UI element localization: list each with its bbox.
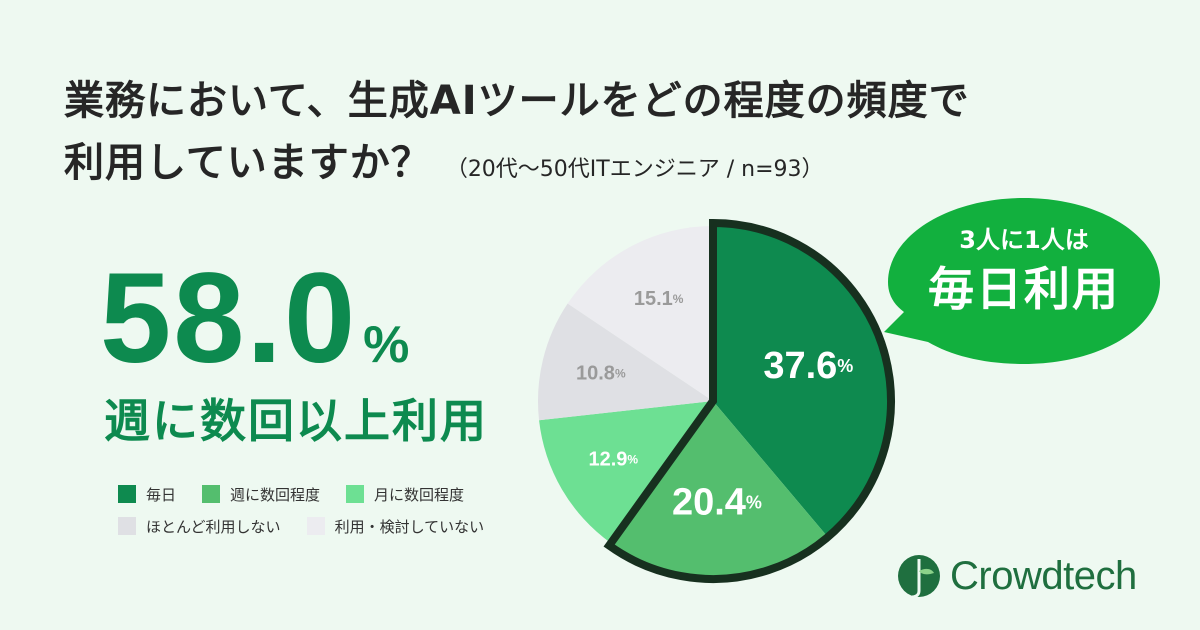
callout-bubble-shape <box>884 198 1160 364</box>
legend-item: ほとんど利用しない <box>118 516 281 537</box>
pie-label-value: 37.6 <box>763 345 837 387</box>
pie-slice-5 <box>567 226 713 401</box>
legend-row-1: 毎日 週に数回程度 月に数回程度 <box>118 478 518 510</box>
pie-label-value: 20.4 <box>672 481 746 523</box>
pie-label-unit: % <box>837 356 853 376</box>
legend-swatch <box>346 485 365 503</box>
highlight-value: 58.0% <box>100 255 409 383</box>
legend-item: 毎日 <box>118 484 176 505</box>
pie-slice-1 <box>713 226 888 535</box>
sample-note: （20代〜50代ITエンジニア / n=93） <box>445 157 824 182</box>
crowdtech-leaf-icon <box>898 555 940 599</box>
legend: 毎日 週に数回程度 月に数回程度 ほとんど利用しない 利用・検討していない <box>118 478 518 542</box>
legend-label: ほとんど利用しない <box>146 517 281 536</box>
pie-label-1: 37.6% <box>763 345 853 387</box>
highlight-outline <box>603 218 895 583</box>
legend-item: 月に数回程度 <box>346 484 464 505</box>
legend-label: 週に数回程度 <box>230 485 321 504</box>
logo-text: Crowdtech <box>950 553 1137 598</box>
callout-line-1: 3人に1人は <box>959 226 1089 254</box>
pie-label-3: 12.9% <box>588 448 638 470</box>
pie-slice-3 <box>539 401 713 544</box>
legend-swatch <box>306 517 325 535</box>
callout-line-2: 毎日利用 <box>928 262 1120 316</box>
title-line-2-text: 利用していますか？ <box>64 140 432 186</box>
pie-label-unit: % <box>627 452 638 466</box>
legend-label: 利用・検討していない <box>334 517 485 536</box>
legend-row-2: ほとんど利用しない 利用・検討していない <box>118 510 518 542</box>
legend-swatch <box>118 517 136 535</box>
legend-item: 利用・検討していない <box>306 516 485 537</box>
pie-label-value: 15.1 <box>634 288 673 310</box>
pie-slice-4 <box>538 303 713 421</box>
legend-swatch <box>202 485 221 503</box>
highlight-label: 週に数回以上利用 <box>104 394 488 448</box>
crowdtech-logo: Crowdtech <box>896 553 1137 599</box>
pie-label-unit: % <box>615 367 626 381</box>
highlight-number: 58.0 <box>100 247 358 390</box>
title-line-1: 業務において、生成AIツールをどの程度の頻度で <box>64 78 970 124</box>
title-line-2: 利用していますか？ （20代〜50代ITエンジニア / n=93） <box>64 132 970 201</box>
pie-slice-2 <box>610 401 826 576</box>
pie-label-4: 10.8% <box>576 363 626 385</box>
pie-label-unit: % <box>746 492 762 512</box>
pie-label-5: 15.1% <box>634 288 684 310</box>
pie-label-unit: % <box>673 292 684 306</box>
pie-label-value: 10.8 <box>576 363 615 385</box>
legend-swatch <box>118 485 136 503</box>
pie-label-2: 20.4% <box>672 481 762 523</box>
chart-title: 業務において、生成AIツールをどの程度の頻度で 利用していますか？ （20代〜50… <box>64 70 970 201</box>
legend-label: 毎日 <box>146 485 177 504</box>
callout-text: 3人に1人は 毎日利用 <box>898 222 1150 320</box>
highlight-unit: % <box>363 316 410 374</box>
legend-item: 週に数回程度 <box>202 484 320 505</box>
pie-label-value: 12.9 <box>588 448 627 470</box>
legend-label: 月に数回程度 <box>374 485 465 504</box>
